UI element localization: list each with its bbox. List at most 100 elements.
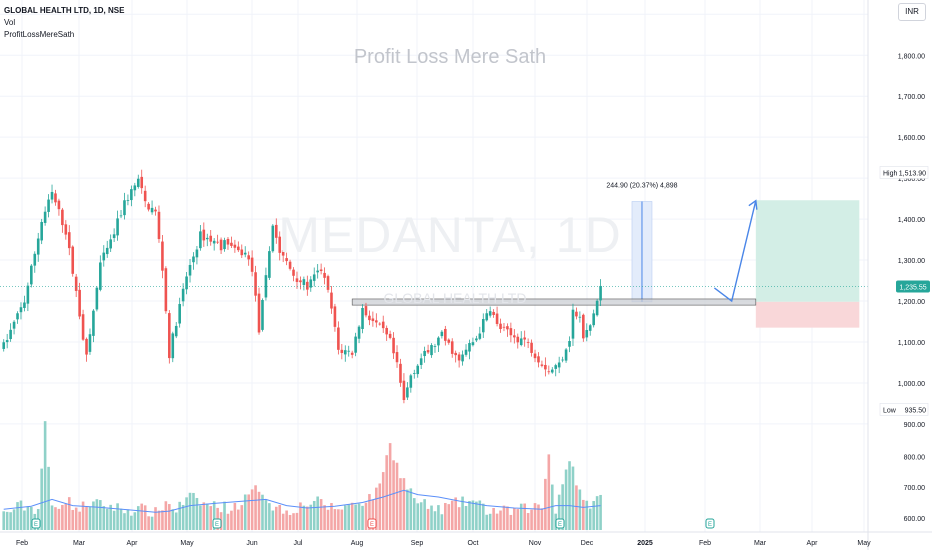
volume-bar [47, 466, 50, 530]
candle-body [519, 338, 523, 346]
volume-bar [240, 505, 244, 530]
candle-body [319, 269, 323, 272]
volume-bar [364, 502, 368, 530]
volume-bar [471, 500, 475, 530]
candle-body [557, 362, 561, 368]
candle-body [361, 308, 364, 330]
high-label: High [883, 170, 898, 177]
candle-body [454, 352, 457, 356]
candle-body [368, 315, 371, 321]
candle-body [364, 306, 368, 316]
symbol-title: GLOBAL HEALTH LTD, 1D, NSE [4, 6, 125, 15]
volume-bar [140, 503, 144, 530]
volume-bar [478, 500, 482, 530]
volume-bar [433, 511, 437, 530]
candle-body [506, 326, 509, 330]
candle-body [381, 321, 385, 329]
earnings-marker [212, 518, 222, 529]
candle-body [268, 251, 271, 278]
volume-bar [306, 506, 309, 530]
candle-body [23, 302, 26, 308]
candle-body [530, 342, 533, 353]
time-tick-label: 2025 [637, 540, 653, 547]
candle-body [164, 268, 168, 312]
volume-bar [257, 491, 261, 530]
candle-body [537, 356, 540, 363]
time-tick-label: Jun [246, 540, 257, 547]
time-axis-background [0, 532, 932, 550]
candle-body [447, 339, 451, 343]
currency-button[interactable]: INR [898, 3, 926, 21]
volume-bar [233, 502, 237, 530]
candle-body [154, 209, 157, 212]
volume-bar [447, 504, 451, 530]
candle-body [26, 285, 30, 304]
volume-bar [105, 508, 109, 530]
candle-body [440, 331, 444, 337]
volume-bar [212, 501, 216, 530]
volume-bar [461, 496, 464, 530]
candle-body [430, 345, 433, 356]
price-tick-label: 1,500.00 [898, 176, 925, 183]
volume-bar [250, 489, 254, 530]
volume-bar [582, 499, 585, 530]
volume-bar [437, 505, 440, 530]
volume-bar [319, 499, 323, 530]
candle-body [416, 365, 420, 375]
candle-body [340, 349, 344, 353]
volume-bar [340, 509, 344, 530]
volume-bar [523, 503, 526, 530]
volume-bar [109, 504, 112, 530]
candle-body [71, 246, 75, 274]
time-tick-label: Mar [754, 540, 767, 547]
candle-body [481, 319, 485, 333]
candle-body [209, 235, 213, 242]
volume-bar [564, 469, 568, 530]
volume-bar [302, 505, 306, 530]
volume-bar [285, 510, 288, 530]
volume-bar [50, 505, 54, 530]
candle-body [243, 252, 247, 255]
volume-bar [95, 499, 99, 530]
price-tick-label: 1,300.00 [898, 258, 925, 265]
candle-body [285, 258, 288, 262]
volume-bar [557, 494, 561, 530]
time-tick-label: Apr [127, 540, 139, 547]
price-tick-label: 1,600.00 [898, 135, 925, 142]
volume-bar [26, 506, 30, 530]
target-zone [755, 200, 860, 302]
candle-body [2, 342, 6, 349]
volume-bar [12, 509, 16, 530]
candle-body [471, 342, 475, 346]
volume-bar [154, 507, 157, 530]
volume-bar [343, 505, 347, 530]
custom-indicator-label: ProfitLossMereSath [4, 30, 75, 39]
candle-body [54, 193, 57, 203]
volume-bar [561, 484, 564, 530]
volume-tick-label: 600.00 [904, 516, 926, 523]
volume-bar [192, 492, 195, 530]
volume-bar [74, 507, 78, 530]
price-axis-background [868, 0, 932, 550]
candle-body [492, 311, 495, 315]
candle-body [326, 276, 330, 290]
volume-bar [402, 478, 406, 530]
volume-bar [23, 510, 26, 530]
candle-body [547, 371, 551, 373]
volume-bar [157, 510, 161, 530]
candle-body [33, 253, 37, 266]
earnings-marker [367, 518, 377, 529]
candle-body [357, 326, 361, 339]
candle-body [343, 350, 347, 355]
volume-bar [550, 484, 554, 530]
volume-bar [174, 512, 178, 530]
time-tick-label: May [857, 540, 871, 547]
volume-bar [395, 462, 399, 530]
candle-body [99, 262, 102, 290]
resistance-zone [351, 298, 757, 306]
volume-bar [509, 514, 513, 530]
volume-bar [475, 501, 478, 530]
candle-body [92, 310, 95, 336]
volume-bar [78, 511, 81, 530]
